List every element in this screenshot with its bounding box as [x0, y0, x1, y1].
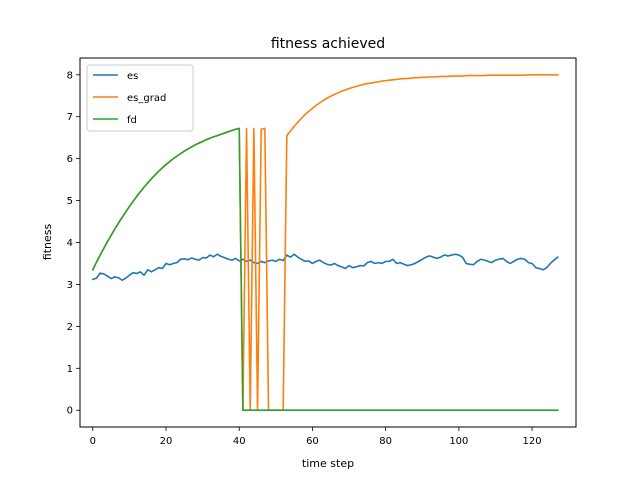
y-tick-label: 1: [67, 364, 73, 375]
y-axis-label: fitness: [41, 224, 54, 261]
x-tick-label: 0: [90, 436, 96, 447]
x-tick-label: 60: [306, 436, 319, 447]
series-line-es: [91, 253, 559, 282]
y-tick-label: 5: [67, 196, 73, 207]
x-axis-label: time step: [302, 457, 354, 470]
x-tick-label: 120: [523, 436, 542, 447]
series-line-fd: [91, 127, 559, 412]
legend-label: es_grad: [127, 93, 166, 104]
y-tick-label: 8: [67, 70, 73, 81]
axis-ticks: 0 20 40 60 80 100 120 0 1 2 3 4 5 6 7 8: [67, 70, 542, 447]
y-tick-label: 4: [67, 238, 73, 249]
y-tick-label: 3: [67, 280, 73, 291]
y-tick-label: 6: [67, 154, 73, 165]
legend-label: es: [127, 71, 138, 82]
x-tick-label: 80: [379, 436, 392, 447]
chart-title: fitness achieved: [271, 36, 385, 52]
y-tick-label: 0: [67, 406, 73, 417]
y-tick-label: 7: [67, 112, 73, 123]
legend-label: fd: [127, 115, 137, 126]
x-tick-label: 20: [160, 436, 173, 447]
x-tick-label: 40: [233, 436, 246, 447]
series-lines: [91, 73, 559, 412]
plot-frame: [79, 57, 577, 428]
x-tick-label: 100: [449, 436, 468, 447]
y-tick-label: 2: [67, 322, 73, 333]
legend-box: [86, 64, 194, 132]
